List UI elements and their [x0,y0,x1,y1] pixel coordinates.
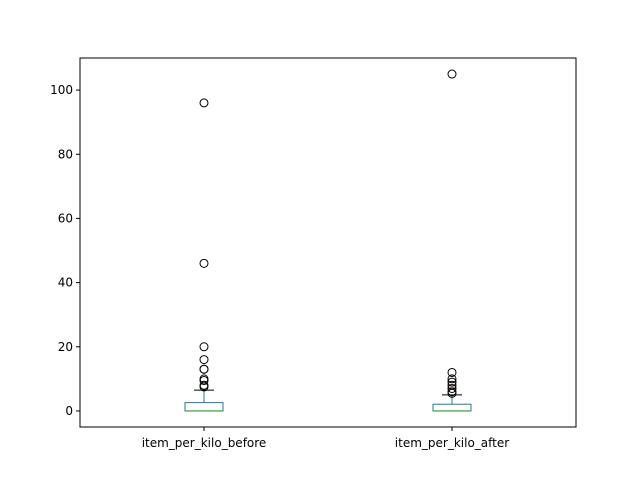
x-tick-label: item_per_kilo_before [142,436,267,450]
y-tick-label: 20 [58,340,73,354]
outlier-point [199,375,209,385]
box-item_per_kilo_after [432,69,472,412]
outlier-point [447,374,457,384]
outlier-point [447,367,457,377]
outlier-point [199,258,209,268]
outlier-point [199,342,209,352]
outlier-point [447,69,457,79]
outlier-point [447,388,457,398]
y-tick-label: 80 [58,147,73,161]
outlier-point [199,382,209,392]
outlier-point [199,98,209,108]
y-axis: 0 20 40 60 80 100 [50,83,80,418]
x-tick-label: item_per_kilo_after [395,436,509,450]
y-tick-label: 40 [58,276,73,290]
y-tick-label: 0 [65,404,73,418]
y-tick-label: 100 [50,83,73,97]
outlier-point [199,364,209,374]
boxes [184,69,472,412]
y-tick-label: 60 [58,211,73,225]
x-axis: item_per_kilo_before item_per_kilo_after [142,427,509,450]
box-item_per_kilo_before [184,98,224,412]
outlier-point [447,377,457,387]
outlier-point [447,383,457,393]
plot-area [79,57,577,428]
outlier-point [199,355,209,365]
